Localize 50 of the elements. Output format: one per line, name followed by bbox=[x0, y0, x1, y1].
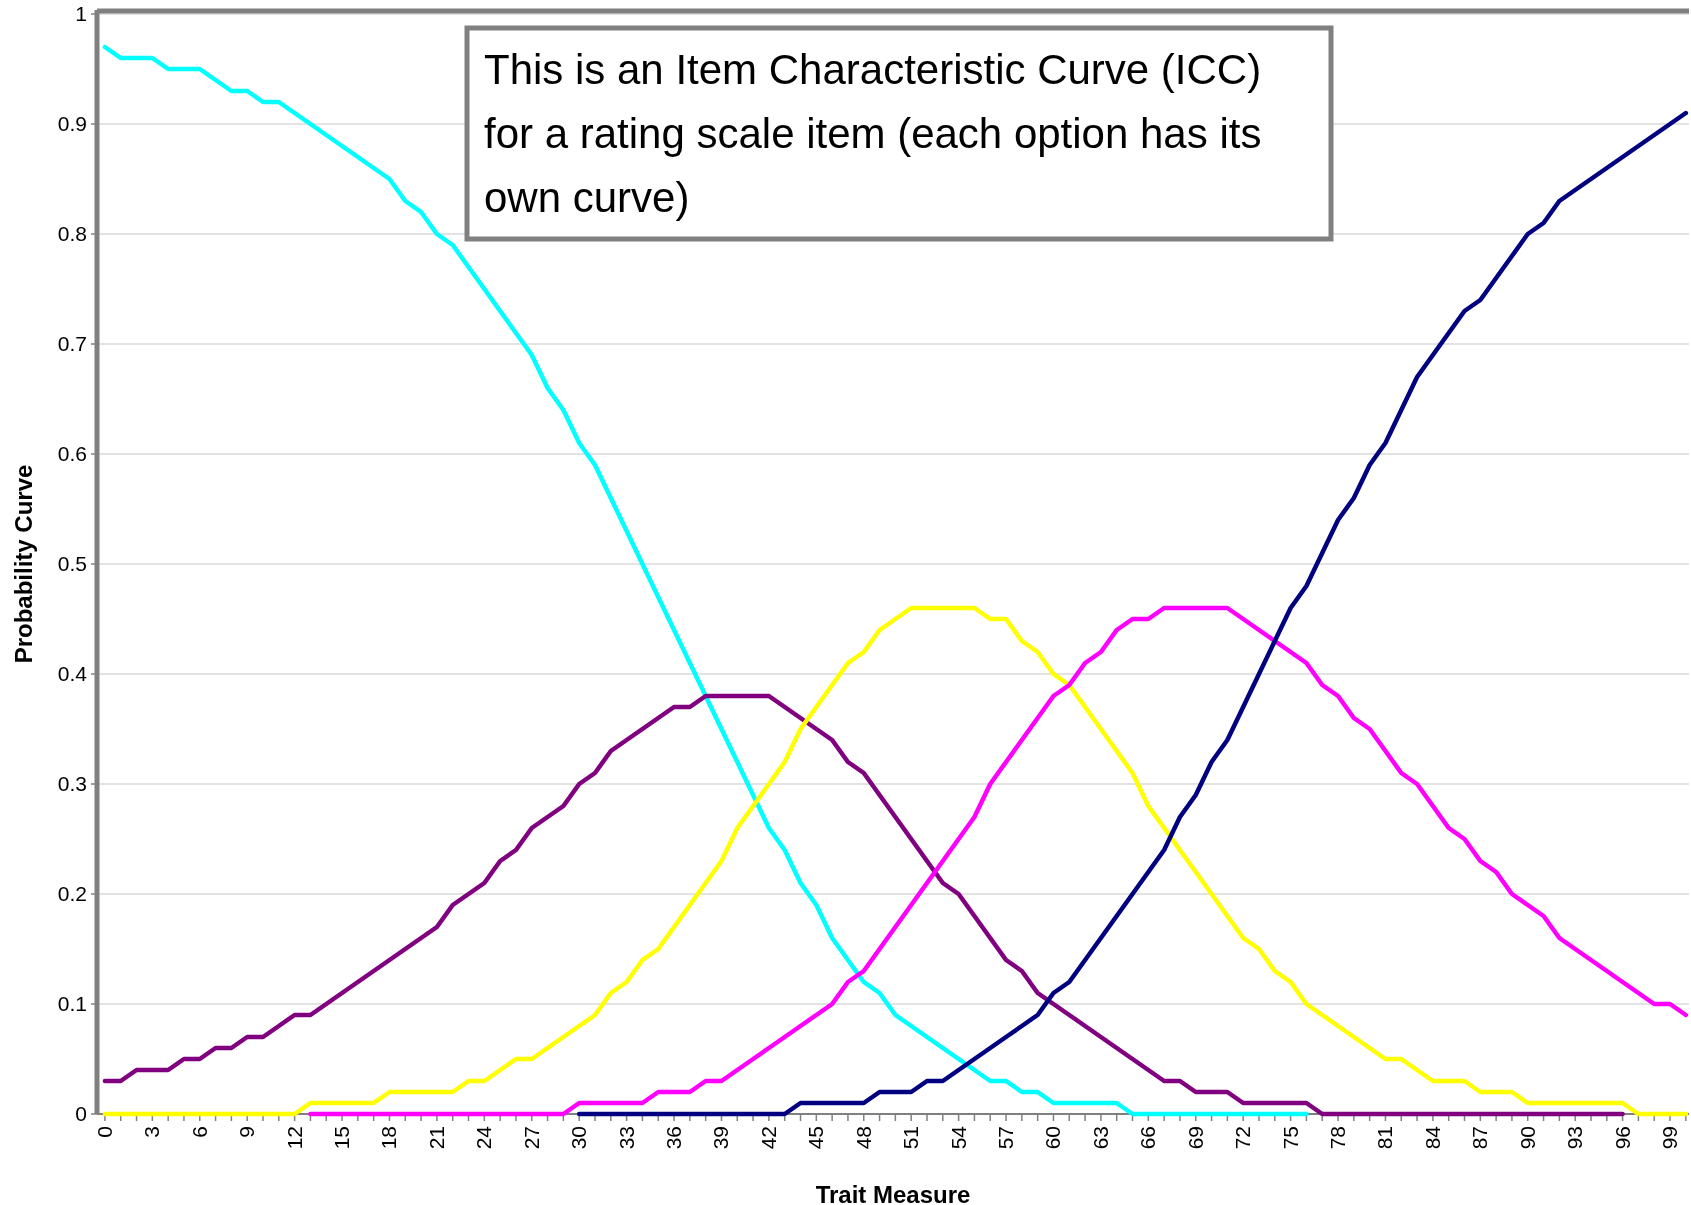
annotation: This is an Item Characteristic Curve (ICC) for a rating scale item (each option has its own curve) bbox=[484, 45, 1263, 223]
x-tick-label: 39 bbox=[709, 1126, 733, 1150]
y-tick-label: 0.9 bbox=[57, 112, 87, 135]
x-tick-label: 18 bbox=[377, 1126, 401, 1150]
x-tick-label: 36 bbox=[662, 1126, 686, 1150]
x-tick-label: 84 bbox=[1420, 1125, 1444, 1150]
x-tick-label: 9 bbox=[235, 1126, 259, 1138]
x-tick-label: 21 bbox=[424, 1126, 448, 1150]
y-tick-label: 0.6 bbox=[57, 442, 87, 465]
x-tick-label: 81 bbox=[1373, 1126, 1397, 1150]
x-tick-label: 45 bbox=[804, 1126, 828, 1150]
y-tick-label: 0.5 bbox=[57, 552, 87, 575]
x-tick-label: 63 bbox=[1088, 1126, 1112, 1150]
x-axis-title: Trait Measure bbox=[815, 1181, 971, 1205]
y-tick-label: 0.3 bbox=[57, 772, 87, 795]
x-tick-label: 57 bbox=[994, 1126, 1018, 1150]
x-tick-label: 0 bbox=[92, 1126, 116, 1138]
x-tick-label: 75 bbox=[1278, 1126, 1302, 1150]
y-tick-label: 0.2 bbox=[57, 882, 87, 905]
x-tick-label: 96 bbox=[1610, 1126, 1634, 1150]
x-tick-label: 72 bbox=[1231, 1126, 1255, 1150]
y-axis-title: Probability Curve bbox=[10, 464, 37, 664]
y-tick-label: 1 bbox=[75, 2, 87, 25]
x-tick-label: 15 bbox=[330, 1126, 354, 1150]
x-tick-label: 78 bbox=[1326, 1126, 1350, 1150]
x-tick-label: 99 bbox=[1658, 1126, 1682, 1150]
line-series bbox=[576, 110, 1689, 1117]
x-tick-label: 12 bbox=[282, 1126, 306, 1150]
x-tick-label: 69 bbox=[1183, 1126, 1207, 1150]
x-tick-label: 27 bbox=[519, 1126, 543, 1150]
x-tick-label: 48 bbox=[851, 1126, 875, 1150]
x-tick-label: 66 bbox=[1136, 1126, 1160, 1150]
x-tick-label: 3 bbox=[140, 1126, 164, 1138]
line-series bbox=[102, 44, 1309, 1117]
x-tick-label: 6 bbox=[187, 1126, 211, 1138]
x-tick-label: 87 bbox=[1468, 1126, 1492, 1150]
y-tick-label: 0.7 bbox=[57, 332, 87, 355]
line-series bbox=[102, 693, 1625, 1117]
x-tick-label: 42 bbox=[756, 1126, 780, 1150]
x-tick-label: 60 bbox=[1041, 1126, 1065, 1150]
y-tick-label: 0.8 bbox=[57, 222, 87, 245]
y-tick-label: 0.4 bbox=[57, 662, 88, 685]
x-tick-label: 51 bbox=[899, 1126, 923, 1150]
x-tick-label: 90 bbox=[1515, 1126, 1539, 1150]
x-tick-label: 93 bbox=[1563, 1126, 1587, 1150]
y-tick-label: 0.1 bbox=[57, 992, 87, 1015]
x-tick-label: 54 bbox=[946, 1125, 970, 1150]
x-tick-label: 24 bbox=[472, 1125, 496, 1150]
x-tick-label: 30 bbox=[567, 1126, 591, 1150]
x-tick-label: 33 bbox=[614, 1126, 638, 1150]
